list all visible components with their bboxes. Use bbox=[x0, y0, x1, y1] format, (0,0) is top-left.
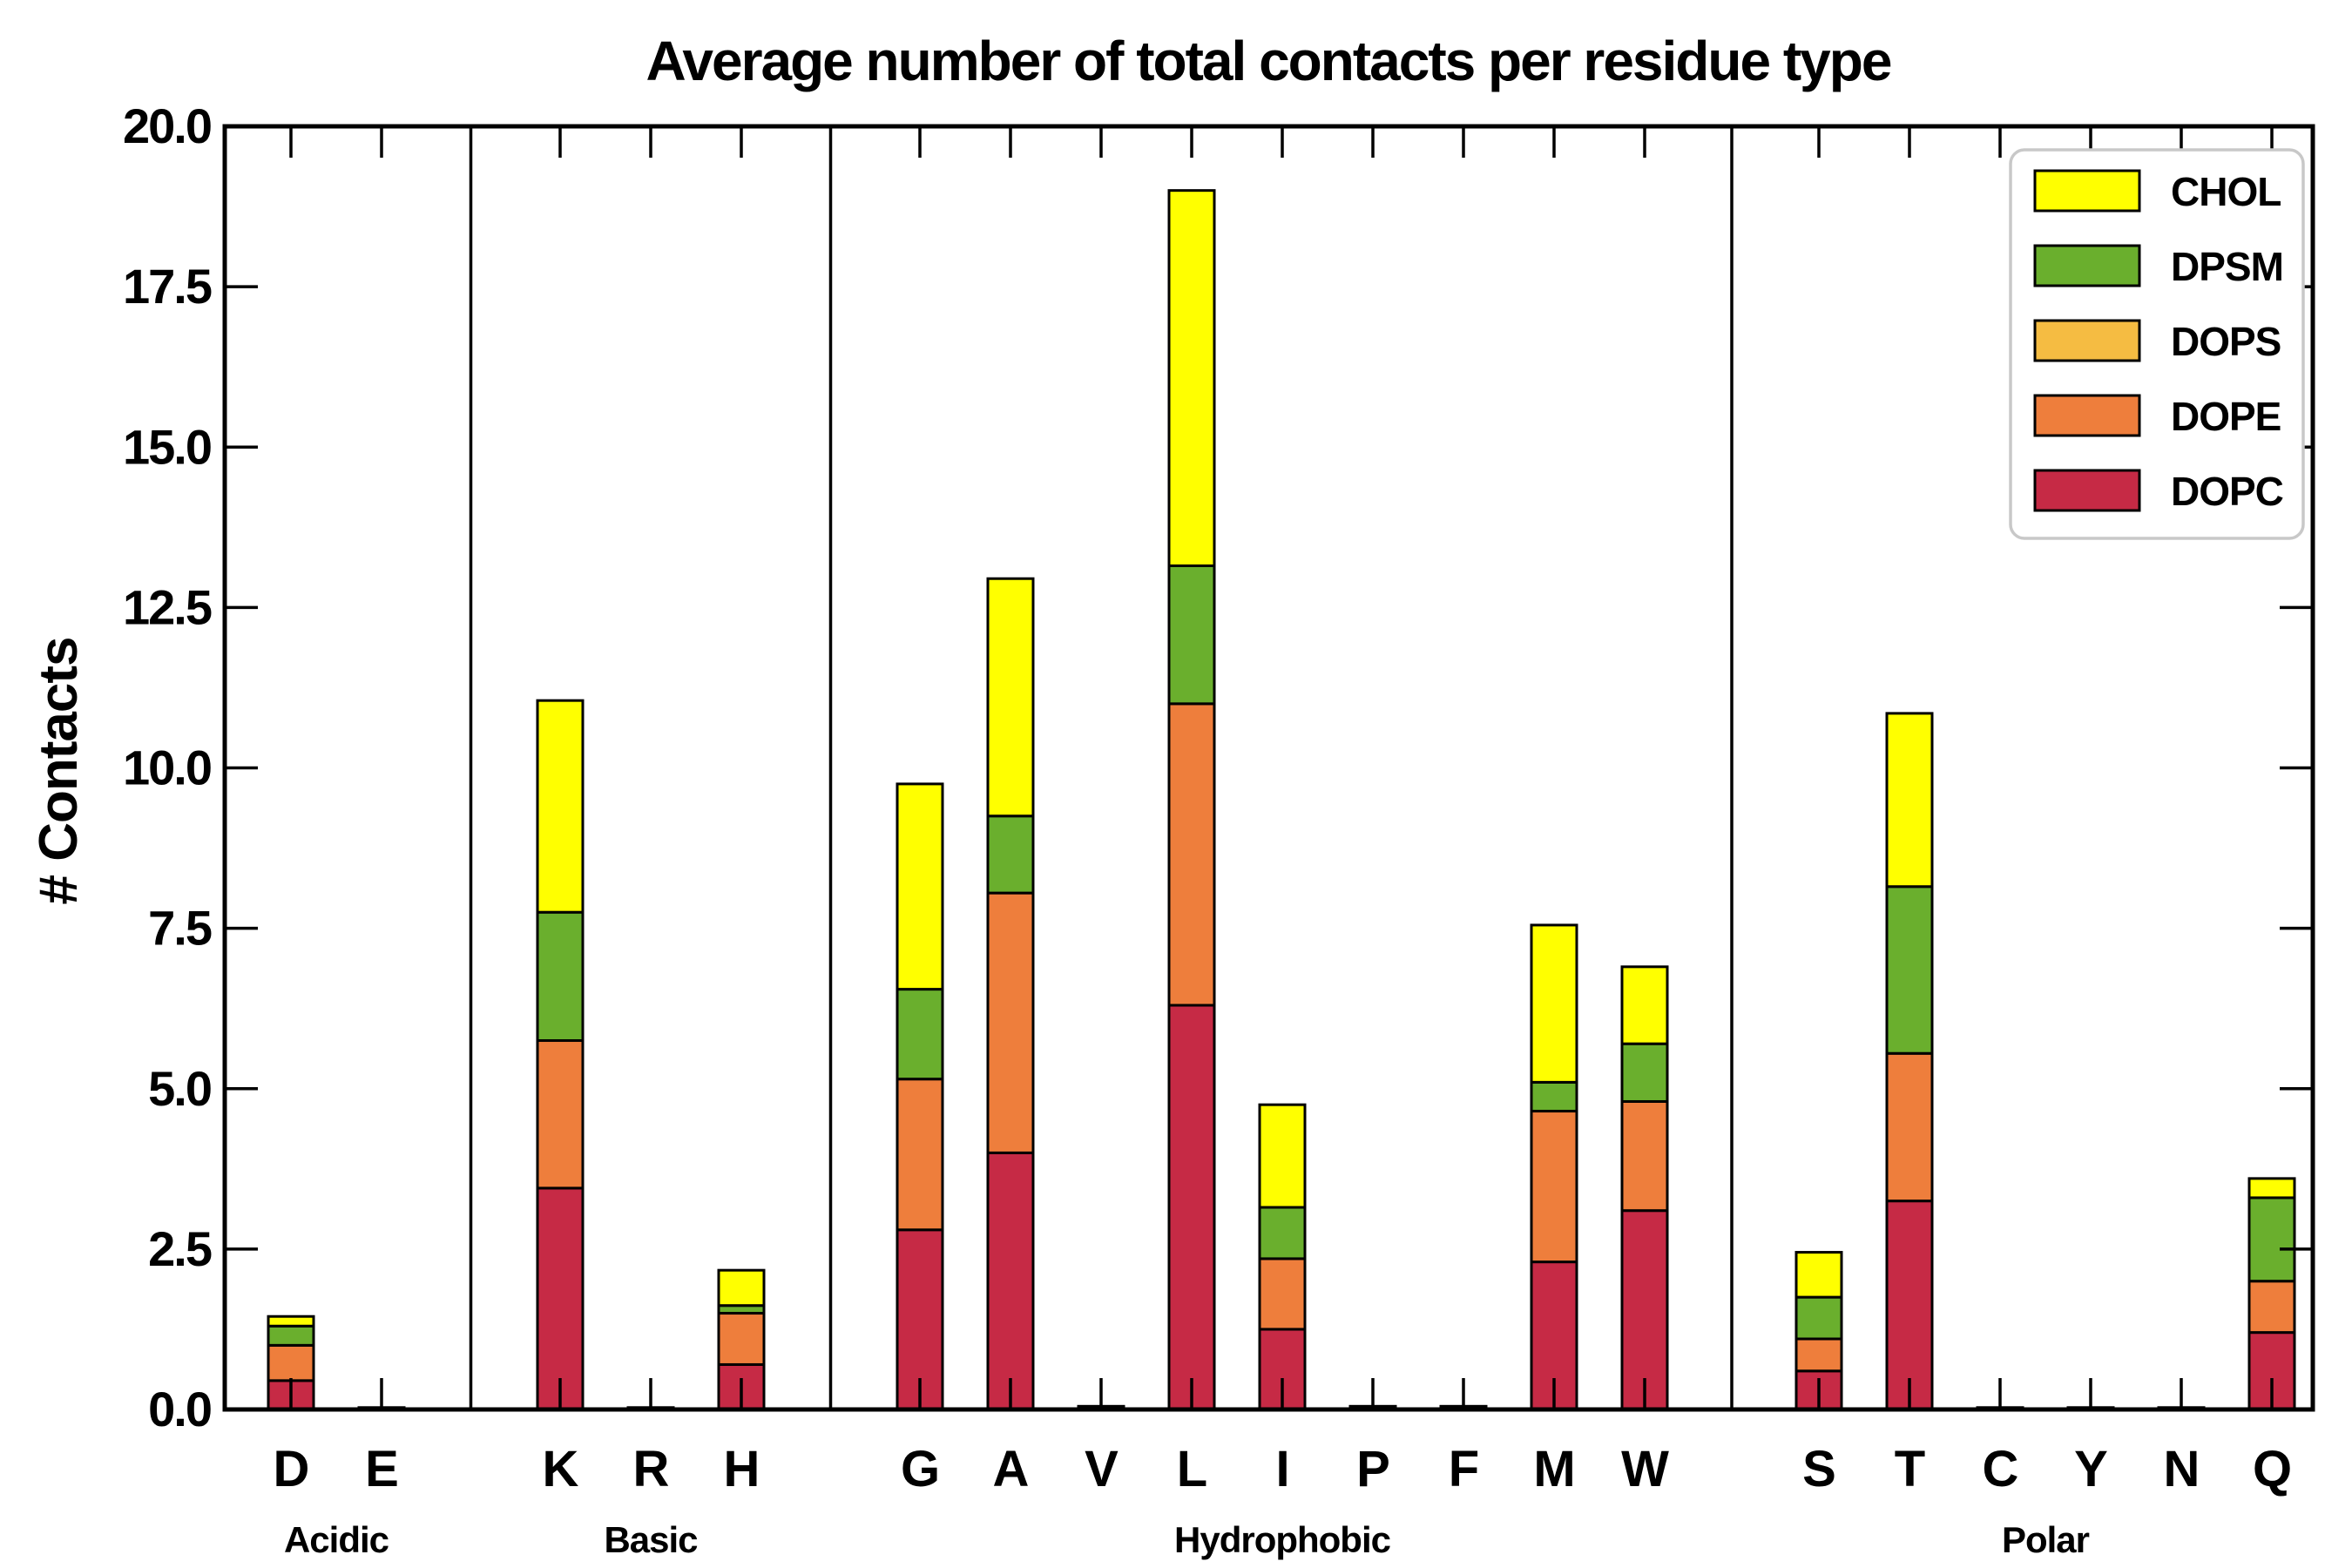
x-category-label-F: F bbox=[1449, 1441, 1478, 1497]
x-category-label-P: P bbox=[1356, 1441, 1389, 1497]
legend-swatch-DPSM bbox=[2033, 244, 2141, 287]
x-category-label-V: V bbox=[1085, 1441, 1119, 1497]
bar-segment-S-DOPE bbox=[1794, 1337, 1843, 1373]
x-category-label-K: K bbox=[543, 1441, 579, 1497]
x-category-label-D: D bbox=[274, 1441, 309, 1497]
x-category-label-A: A bbox=[993, 1441, 1029, 1497]
y-tick-label-7.5: 7.5 bbox=[148, 901, 212, 956]
bar-segment-D-DPSM bbox=[267, 1324, 315, 1347]
bar-segment-G-DPSM bbox=[896, 988, 944, 1081]
y-tick-label-12.5: 12.5 bbox=[123, 579, 212, 634]
bar-segment-T-CHOL bbox=[1885, 712, 1934, 889]
bar-segment-W-DOPE bbox=[1620, 1099, 1669, 1213]
legend-label-CHOL: CHOL bbox=[2171, 169, 2281, 214]
y-tick-label-10.0: 10.0 bbox=[123, 740, 211, 795]
bar-segment-A-DOPE bbox=[986, 891, 1035, 1154]
legend-swatch-CHOL bbox=[2033, 169, 2141, 213]
chart-title: Average number of total contacts per res… bbox=[646, 30, 1891, 92]
bar-segment-K-DPSM bbox=[536, 910, 585, 1043]
bar-segment-M-DOPE bbox=[1530, 1110, 1578, 1264]
x-category-label-T: T bbox=[1895, 1441, 1925, 1497]
bar-segment-G-CHOL bbox=[896, 782, 944, 991]
bar-segment-G-DOPE bbox=[896, 1078, 944, 1232]
y-tick-label-15.0: 15.0 bbox=[123, 419, 211, 474]
x-category-label-I: I bbox=[1275, 1441, 1288, 1497]
bar-segment-H-DOPE bbox=[717, 1312, 766, 1366]
bar-segment-D-CHOL bbox=[267, 1315, 315, 1328]
x-category-label-C: C bbox=[1983, 1441, 2018, 1497]
group-label-polar: Polar bbox=[2002, 1519, 2090, 1560]
bar-segment-Q-DPSM bbox=[2247, 1196, 2296, 1283]
legend-label-DOPC: DOPC bbox=[2171, 469, 2283, 514]
bar-segment-S-DPSM bbox=[1794, 1295, 1843, 1341]
bar-segment-W-CHOL bbox=[1620, 965, 1669, 1045]
bar-segment-K-DOPC bbox=[536, 1186, 585, 1411]
group-label-acidic: Acidic bbox=[284, 1519, 389, 1560]
bar-segment-W-DPSM bbox=[1620, 1042, 1669, 1103]
y-tick-label-0.0: 0.0 bbox=[148, 1382, 211, 1436]
x-category-label-E: E bbox=[365, 1441, 398, 1497]
bar-segment-T-DPSM bbox=[1885, 885, 1934, 1055]
bar-segment-D-DOPE bbox=[267, 1343, 315, 1382]
plot-border bbox=[222, 124, 2315, 1412]
bar-segment-L-DOPE bbox=[1167, 702, 1216, 1007]
bar-segment-K-DOPE bbox=[536, 1039, 585, 1190]
x-category-label-Q: Q bbox=[2253, 1441, 2291, 1497]
bar-segment-T-DOPC bbox=[1885, 1200, 1934, 1411]
bar-segment-H-CHOL bbox=[717, 1268, 766, 1308]
x-category-label-M: M bbox=[1533, 1441, 1574, 1497]
bar-segment-L-CHOL bbox=[1167, 189, 1216, 568]
bar-segment-T-DOPE bbox=[1885, 1051, 1934, 1203]
bar-segment-A-DPSM bbox=[986, 814, 1035, 895]
legend-label-DOPE: DOPE bbox=[2171, 394, 2281, 439]
x-category-label-L: L bbox=[1177, 1441, 1206, 1497]
legend-swatch-DOPE bbox=[2033, 394, 2141, 437]
group-label-hydrophobic: Hydrophobic bbox=[1174, 1519, 1391, 1560]
bar-segment-M-CHOL bbox=[1530, 923, 1578, 1084]
legend-label-DOPS: DOPS bbox=[2171, 319, 2281, 364]
bar-segment-K-CHOL bbox=[536, 699, 585, 914]
bar-segment-M-DPSM bbox=[1530, 1080, 1578, 1113]
bar-segment-L-DOPC bbox=[1167, 1004, 1216, 1411]
x-category-label-N: N bbox=[2164, 1441, 2200, 1497]
legend-box: CHOL DPSM DOPS DOPE DOPC bbox=[2009, 148, 2305, 540]
legend-swatch-DOPC bbox=[2033, 469, 2141, 512]
x-category-label-S: S bbox=[1802, 1441, 1835, 1497]
bar-segment-L-DPSM bbox=[1167, 564, 1216, 706]
x-category-label-G: G bbox=[901, 1441, 939, 1497]
bar-segment-W-DOPC bbox=[1620, 1209, 1669, 1411]
x-category-label-Y: Y bbox=[2074, 1441, 2107, 1497]
group-label-basic: Basic bbox=[604, 1519, 698, 1560]
legend-label-DPSM: DPSM bbox=[2171, 244, 2283, 289]
x-category-label-W: W bbox=[1621, 1441, 1669, 1497]
bar-segment-A-CHOL bbox=[986, 577, 1035, 818]
bar-segment-I-DOPE bbox=[1258, 1257, 1307, 1331]
bar-segment-I-DPSM bbox=[1258, 1206, 1307, 1260]
bar-segment-A-DOPC bbox=[986, 1151, 1035, 1411]
y-tick-label-5.0: 5.0 bbox=[148, 1061, 211, 1116]
ticks-layer bbox=[222, 124, 2315, 1412]
bar-segment-S-CHOL bbox=[1794, 1251, 1843, 1299]
legend-swatch-DOPS bbox=[2033, 319, 2141, 362]
bar-segment-Q-DOPE bbox=[2247, 1280, 2296, 1335]
y-tick-label-20.0: 20.0 bbox=[123, 98, 211, 153]
y-tick-label-2.5: 2.5 bbox=[148, 1221, 212, 1276]
labels-layer: 0.0 2.5 5.0 7.5 10.0 12.5 15.0 17.5 20.0 D E K R H G A V… bbox=[123, 98, 2292, 1560]
x-category-label-R: R bbox=[633, 1441, 669, 1497]
y-axis-label: # Contacts bbox=[29, 638, 89, 905]
y-tick-label-17.5: 17.5 bbox=[123, 259, 212, 314]
bars-layer bbox=[267, 189, 2296, 1411]
x-category-label-H: H bbox=[724, 1441, 760, 1497]
bar-segment-Q-CHOL bbox=[2247, 1177, 2296, 1200]
bar-segment-I-CHOL bbox=[1258, 1103, 1307, 1209]
